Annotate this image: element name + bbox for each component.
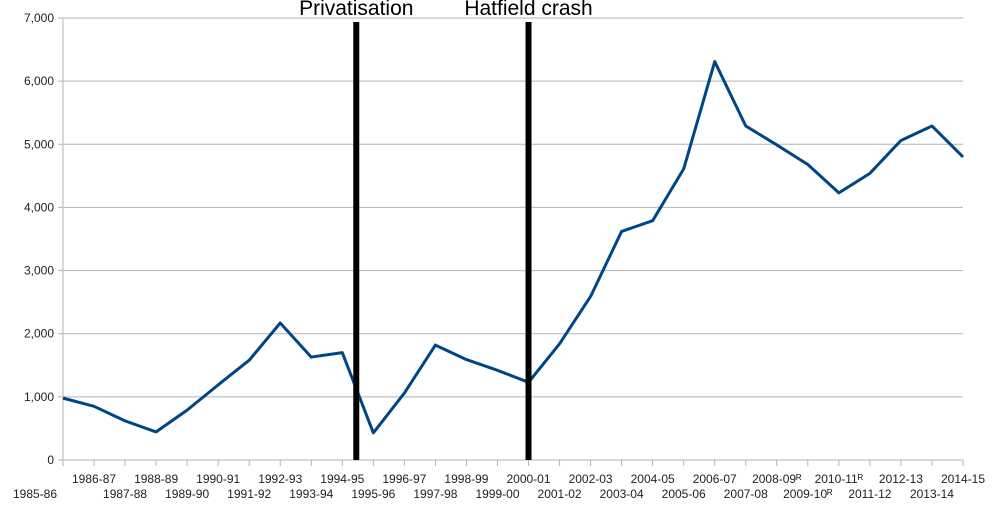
x-tick-label: 1991-92 — [227, 487, 271, 501]
x-tick-label: 1990-91 — [196, 472, 240, 486]
x-tick-label: 2010-11ᴿ — [815, 472, 864, 486]
x-tick-label: 2004-05 — [631, 472, 675, 486]
y-tick-label: 6,000 — [24, 74, 54, 88]
y-tick-label: 4,000 — [24, 200, 54, 214]
x-tick-label: 1988-89 — [134, 472, 178, 486]
x-tick-label: 1998-99 — [444, 472, 488, 486]
x-tick-label: 1985-86 — [13, 487, 57, 501]
y-tick-label: 7,000 — [24, 11, 54, 25]
x-tick-label: 1992-93 — [258, 472, 302, 486]
x-tick-label: 1987-88 — [103, 487, 147, 501]
y-tick-label: 3,000 — [24, 264, 54, 278]
y-tick-label: 5,000 — [24, 137, 54, 151]
y-tick-label: 2,000 — [24, 327, 54, 341]
x-tick-label: 1997-98 — [413, 487, 457, 501]
x-tick-label: 2002-03 — [569, 472, 613, 486]
x-tick-label: 2007-08 — [724, 487, 768, 501]
x-tick-label: 2000-01 — [506, 472, 550, 486]
x-tick-label: 2013-14 — [910, 487, 954, 501]
data-line — [62, 60, 965, 435]
x-tick-label: 2006-07 — [693, 472, 737, 486]
x-tick-label: 1995-96 — [351, 487, 395, 501]
x-tick-label: 2011-12 — [848, 487, 891, 501]
x-tick-label: 2009-10ᴿ — [783, 487, 833, 501]
x-tick-label: 2005-06 — [662, 487, 706, 501]
x-tick-label: 1999-00 — [475, 487, 519, 501]
x-tick-label: 2003-04 — [600, 487, 644, 501]
y-tick-label: 1,000 — [24, 390, 54, 404]
y-tick-label: 0 — [47, 453, 54, 467]
x-tick-label: 2001-02 — [538, 487, 582, 501]
x-tick-label: 2012-13 — [879, 472, 923, 486]
x-tick-label: 1989-90 — [165, 487, 209, 501]
x-tick-label: 1986-87 — [72, 472, 116, 486]
x-tick-label: 1994-95 — [320, 472, 364, 486]
annotation: Hatfield crash — [464, 0, 592, 20]
annotation: Privatisation — [299, 0, 413, 20]
x-tick-label: 1996-97 — [382, 472, 426, 486]
x-tick-label: 1993-94 — [289, 487, 333, 501]
x-tick-label: 2008-09ᴿ — [752, 472, 802, 486]
x-tick-label: 2014-15 — [941, 472, 985, 486]
